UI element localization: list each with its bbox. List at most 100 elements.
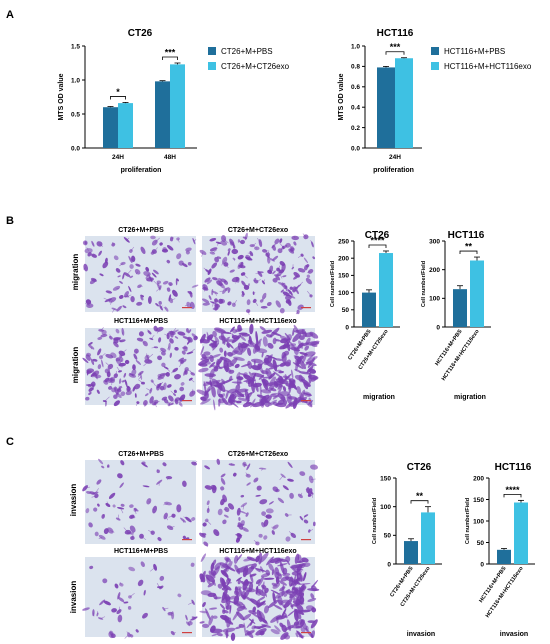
cell-blob [174, 374, 181, 380]
cell-process [105, 380, 111, 383]
cell-blob [222, 568, 230, 575]
cell-blob [157, 355, 163, 361]
cell-process [238, 240, 243, 244]
cell-blob [280, 289, 284, 293]
cell-process [135, 402, 139, 407]
b1-ytick-label: 0 [345, 324, 349, 331]
cell-blob [211, 289, 214, 296]
cell-blob [258, 552, 263, 565]
c1-significance-bracket [410, 500, 429, 504]
cell-blob [311, 607, 317, 613]
cell-blob [238, 517, 241, 521]
cell-blob [112, 504, 116, 508]
cell-blob [96, 389, 100, 394]
cell-blob [306, 274, 311, 278]
img-b1-scale-bar [182, 307, 192, 309]
cell-process [150, 567, 156, 572]
cell-process [288, 292, 291, 295]
cell-blob [287, 289, 293, 296]
cell-blob [279, 586, 286, 592]
cell-blob [169, 338, 174, 344]
cell-blob [129, 504, 134, 508]
cell-blob [96, 612, 99, 617]
cell-process [171, 369, 176, 374]
b1-ytick-label: 250 [338, 238, 349, 245]
cell-process [105, 362, 111, 367]
cell-blob [295, 625, 303, 629]
cell-process [203, 267, 208, 272]
cell-blob [212, 342, 220, 351]
cell-blob [115, 268, 121, 273]
cell-blob [206, 385, 213, 392]
row-label-b-1: migration [71, 254, 80, 291]
cell-blob [96, 479, 102, 485]
cell-blob [255, 567, 267, 572]
cell-blob [310, 593, 315, 599]
cell-process [99, 243, 104, 248]
cell-blob [210, 628, 223, 634]
cell-blob [208, 615, 214, 626]
cell-blob [231, 333, 235, 339]
cell-blob [82, 357, 89, 364]
cell-blob [201, 298, 210, 303]
cell-process [169, 283, 171, 287]
img-c3-background [85, 557, 196, 637]
cell-process [237, 538, 240, 541]
cell-process [139, 296, 143, 299]
cell-process [130, 246, 135, 252]
cell-blob [105, 290, 113, 294]
cell-blob [224, 556, 230, 562]
cell-blob [272, 524, 279, 530]
c2-ytick-label: 200 [473, 475, 484, 482]
cell-blob [149, 387, 153, 394]
cell-blob [198, 367, 209, 373]
a2-ylabel: MTS OD value [338, 73, 345, 120]
cell-blob [256, 485, 262, 491]
cell-blob [279, 238, 283, 244]
cell-blob [92, 358, 98, 362]
cell-blob [255, 341, 261, 353]
cell-process [108, 465, 110, 468]
cell-blob [169, 352, 172, 358]
cell-blob [288, 340, 297, 351]
cell-blob [247, 394, 250, 401]
cell-blob [91, 240, 95, 247]
img-c1-scale-bar [182, 539, 192, 541]
cell-process [146, 486, 149, 488]
a1-ytick-label: 0.0 [71, 145, 80, 152]
b1-bar [379, 253, 393, 327]
micrograph-ct26-pbs-migration [82, 235, 199, 313]
cell-blob [298, 335, 305, 341]
cell-blob [257, 596, 266, 601]
cell-process [201, 252, 204, 257]
cell-blob [86, 352, 92, 357]
cell-blob [242, 603, 246, 609]
cell-process [254, 300, 259, 306]
cell-blob [119, 482, 124, 488]
cell-process [297, 254, 303, 258]
a2-legend-swatch [431, 47, 439, 55]
cell-blob [275, 571, 282, 576]
cell-blob [252, 382, 262, 388]
cell-blob [208, 295, 212, 300]
cell-blob [85, 299, 92, 305]
cell-process [102, 513, 105, 517]
cell-blob [246, 463, 251, 471]
cell-blob [262, 378, 269, 391]
cell-blob [266, 556, 274, 566]
cell-blob [250, 618, 254, 626]
a2-significance-label: *** [390, 42, 401, 52]
cell-blob [159, 575, 165, 581]
cell-process [288, 301, 290, 303]
c2-bar [514, 502, 528, 564]
cell-blob [310, 464, 318, 470]
cell-process [307, 290, 312, 297]
cell-blob [241, 527, 249, 532]
cell-blob [204, 277, 211, 283]
cell-blob [286, 393, 292, 404]
cell-process [228, 303, 230, 306]
cell-blob [206, 500, 210, 506]
cell-blob [258, 533, 263, 538]
b2-ytick-label: 100 [429, 296, 440, 303]
cell-blob [156, 469, 160, 474]
